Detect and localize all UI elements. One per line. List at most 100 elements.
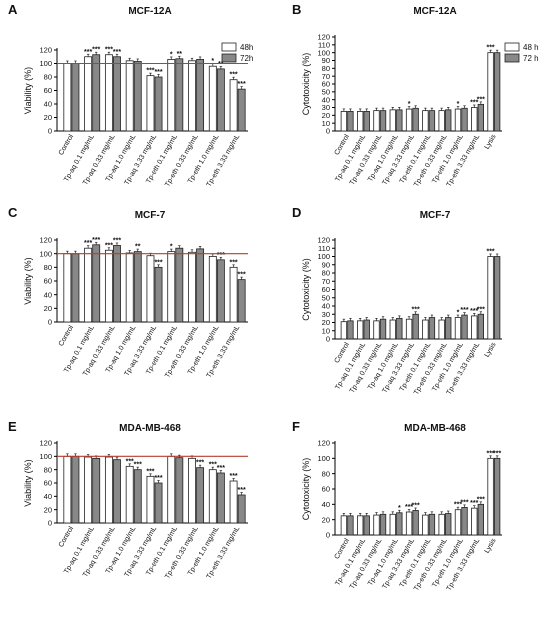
- significance-label: ***: [209, 462, 217, 469]
- significance-label: ***: [238, 487, 246, 494]
- significance-label: ***: [412, 502, 420, 509]
- category-label: Control: [334, 537, 352, 560]
- y-tick-label: 100: [317, 48, 330, 57]
- significance-label: **: [135, 244, 141, 251]
- significance-label: ***: [470, 100, 478, 107]
- bar-72h-1: [92, 457, 101, 524]
- y-tick-label: 120: [317, 439, 330, 448]
- bar-72h-3: [133, 61, 142, 132]
- y-tick-label: 60: [44, 277, 52, 286]
- bar-72h-5: [175, 457, 184, 524]
- y-tick-label: 0: [48, 127, 52, 136]
- bar-48h-5: [422, 110, 429, 132]
- bar-72h-6: [445, 317, 452, 340]
- bar-72h-7: [461, 314, 468, 340]
- y-tick-label: 80: [44, 465, 52, 474]
- y-tick-label: 80: [44, 73, 52, 82]
- bar-72h-3: [396, 109, 403, 132]
- bar-72h-0: [347, 320, 354, 340]
- y-tick-label: 0: [326, 531, 330, 540]
- y-tick-label: 20: [322, 318, 330, 327]
- bar-72h-4: [154, 482, 163, 524]
- bar-72h-5: [175, 58, 184, 132]
- bar-48h-3: [125, 60, 134, 132]
- significance-label: *: [398, 505, 401, 512]
- bar-72h-0: [347, 515, 354, 536]
- legend-label: 48 h: [523, 43, 539, 52]
- significance-label: ***: [105, 242, 113, 249]
- y-tick-label: 10: [322, 326, 330, 335]
- significance-label: ***: [113, 49, 121, 56]
- significance-label: *: [170, 244, 173, 251]
- category-label: Control: [58, 324, 76, 347]
- y-tick-label: 120: [39, 439, 52, 448]
- y-tick-label: 40: [322, 500, 330, 509]
- legend-swatch: [221, 42, 237, 52]
- bar-48h-3: [125, 465, 134, 524]
- significance-label: ***: [477, 306, 485, 313]
- y-tick-label: 60: [44, 86, 52, 95]
- bar-72h-9: [493, 457, 501, 536]
- y-tick-label: 60: [322, 80, 330, 89]
- y-tick-label: 90: [322, 56, 330, 65]
- bar-48h-6: [438, 319, 445, 340]
- bar-48h-3: [389, 109, 396, 132]
- bar-72h-0: [347, 111, 354, 132]
- y-tick-label: 60: [322, 285, 330, 294]
- significance-label: **: [177, 51, 183, 58]
- y-tick-label: 100: [317, 252, 330, 261]
- bar-48h-5: [422, 514, 429, 536]
- bar-48h-2: [373, 110, 380, 132]
- bar-72h-4: [412, 107, 419, 132]
- significance-label: ***: [126, 458, 134, 465]
- bar-48h-2: [373, 320, 380, 340]
- bar-48h-6: [438, 513, 445, 536]
- y-tick-label: 110: [318, 40, 330, 49]
- bar-72h-5: [428, 317, 436, 340]
- bar-48h-5: [167, 251, 176, 323]
- y-axis-label: Viability (%): [23, 257, 33, 304]
- y-tick-label: 120: [317, 33, 330, 42]
- bar-48h-1: [84, 56, 93, 132]
- bar-48h-5: [422, 319, 429, 340]
- bar-48h-8: [471, 107, 478, 132]
- bar-72h-8: [477, 313, 484, 340]
- bar-48h-6: [438, 110, 445, 132]
- y-tick-label: 70: [322, 72, 330, 81]
- legend-label: 72 h: [523, 54, 539, 63]
- bar-72h-8: [237, 279, 246, 323]
- significance-label: ***: [105, 47, 113, 54]
- bar-48h-8: [471, 507, 478, 536]
- panel-letter: E: [8, 419, 17, 434]
- significance-label: ***: [238, 272, 246, 279]
- bar-72h-4: [154, 266, 163, 323]
- legend-label: 72h: [240, 54, 253, 63]
- y-tick-label: 110: [318, 244, 330, 253]
- legend-swatch: [221, 53, 237, 63]
- significance-label: ***: [92, 237, 100, 244]
- bar-72h-9: [493, 52, 501, 132]
- significance-label: ***: [486, 45, 494, 52]
- bar-48h-2: [373, 514, 380, 536]
- significance-label: ***: [477, 96, 485, 103]
- bar-72h-6: [196, 59, 205, 132]
- bar-72h-8: [477, 503, 484, 536]
- bar-72h-7: [461, 107, 468, 132]
- bar-48h-4: [146, 475, 155, 524]
- bar-72h-1: [92, 244, 101, 323]
- bar-72h-0: [71, 455, 80, 524]
- significance-label: ***: [238, 81, 246, 88]
- y-tick-label: 120: [317, 236, 330, 245]
- significance-label: *: [457, 310, 460, 317]
- bar-72h-7: [461, 506, 468, 536]
- category-label: Control: [58, 525, 76, 548]
- y-tick-label: 40: [322, 95, 330, 104]
- y-tick-label: 10: [322, 119, 330, 128]
- panel-a: A MCF-12A Viability (%) 0 20 40 60 80 100 120 Cont…: [8, 2, 253, 188]
- bar-48h-6: [188, 251, 196, 323]
- bar-48h-6: [188, 60, 196, 132]
- bar-72h-7: [216, 259, 225, 323]
- bar-72h-1: [363, 319, 370, 340]
- y-tick-label: 40: [44, 492, 52, 501]
